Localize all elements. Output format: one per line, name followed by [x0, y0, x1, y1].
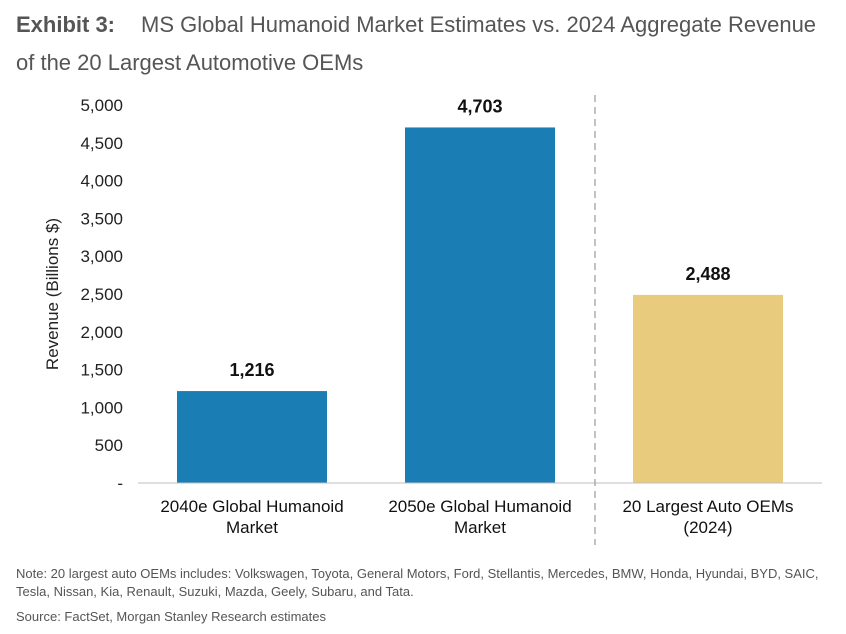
- y-tick-label: 4,000: [80, 172, 123, 191]
- category-label: 20 Largest Auto OEMs: [622, 497, 793, 516]
- bar: [405, 127, 555, 484]
- y-tick-label: 3,000: [80, 247, 123, 266]
- data-label: 1,216: [229, 360, 274, 380]
- category-label: (2024): [683, 518, 732, 537]
- chart-title: Exhibit 3: MS Global Humanoid Market Esti…: [16, 6, 836, 82]
- y-tick-label: -: [117, 474, 123, 493]
- category-label: Market: [454, 518, 506, 537]
- y-tick-label: 2,500: [80, 285, 123, 304]
- chart-title-text: MS Global Humanoid Market Estimates vs. …: [16, 12, 817, 75]
- data-label: 4,703: [457, 96, 502, 116]
- y-axis-label: Revenue (Billions $): [43, 218, 62, 370]
- y-tick-label: 1,500: [80, 361, 123, 380]
- data-label: 2,488: [685, 264, 730, 284]
- y-tick-label: 2,000: [80, 323, 123, 342]
- y-tick-label: 1,000: [80, 398, 123, 417]
- bar-chart: - 500 1,000 1,500 2,000 2,500 3,000 3,500 4,000 4…: [43, 95, 822, 545]
- bar: [177, 391, 327, 483]
- y-tick-label: 500: [95, 436, 123, 455]
- y-tick-label: 5,000: [80, 96, 123, 115]
- exhibit-label: Exhibit 3:: [16, 12, 116, 37]
- bar: [633, 294, 783, 483]
- category-label: Market: [226, 518, 278, 537]
- chart-source: Source: FactSet, Morgan Stanley Research…: [16, 609, 326, 624]
- y-tick-label: 4,500: [80, 134, 123, 153]
- category-label: 2040e Global Humanoid: [160, 497, 343, 516]
- y-tick-label: 3,500: [80, 209, 123, 228]
- category-label: 2050e Global Humanoid: [388, 497, 571, 516]
- chart-note: Note: 20 largest auto OEMs includes: Vol…: [16, 566, 819, 599]
